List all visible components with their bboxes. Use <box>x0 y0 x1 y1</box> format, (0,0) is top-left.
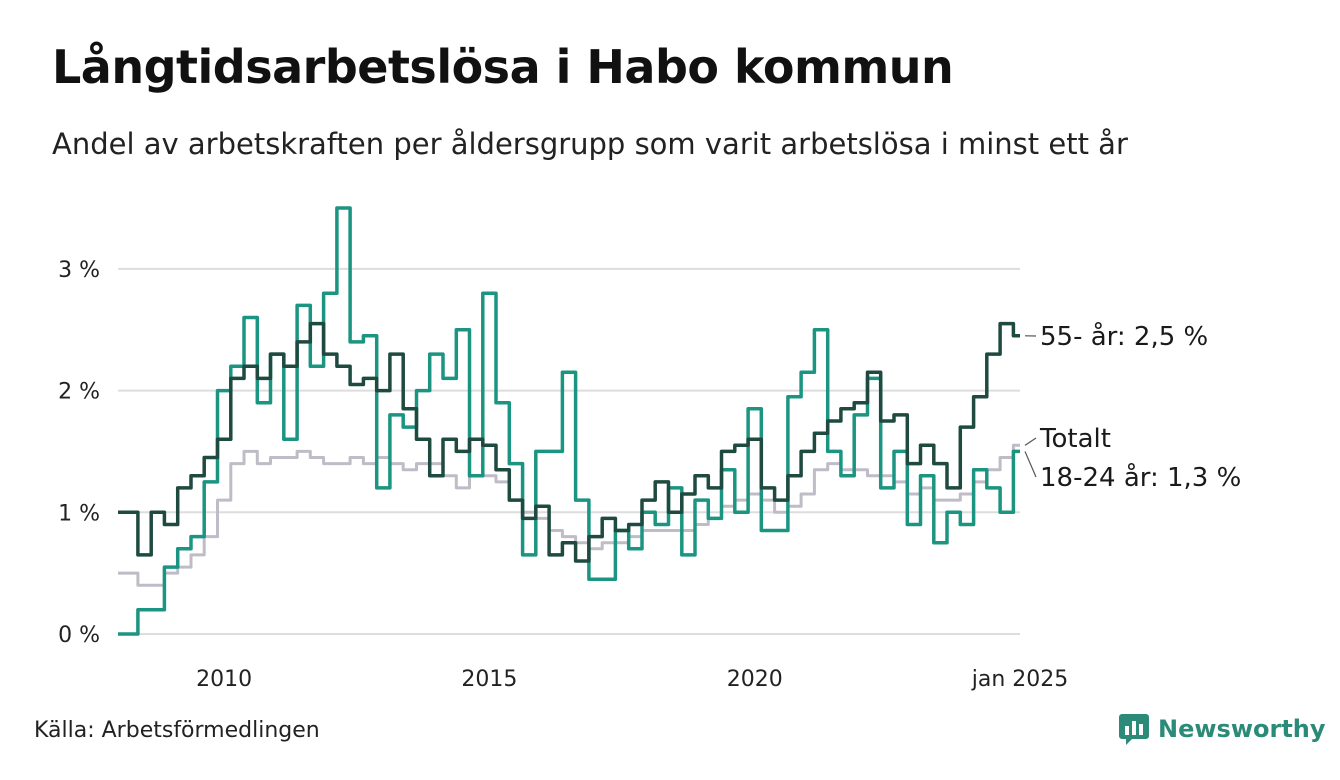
series-line-total <box>118 443 1020 587</box>
y-tick-label: 2 % <box>58 380 100 405</box>
chart-title: Långtidsarbetslösa i Habo kommun <box>52 40 954 94</box>
chart-subtitle: Andel av arbetskraften per åldersgrupp s… <box>52 127 1128 161</box>
x-tick-label: 2010 <box>196 667 252 692</box>
source-note: Källa: Arbetsförmedlingen <box>34 718 320 743</box>
y-tick-label: 1 % <box>58 501 100 526</box>
series-line-older <box>118 321 1020 563</box>
series-end-label: Totalt <box>1039 424 1111 454</box>
end-label-connector <box>1024 451 1037 478</box>
end-label-connector <box>1024 437 1037 446</box>
series-end-label: 55- år: 2,5 % <box>1040 321 1208 352</box>
y-tick-label: 0 % <box>58 623 100 648</box>
y-tick-label: 3 % <box>58 258 100 283</box>
x-tick-label: jan 2025 <box>971 667 1069 692</box>
x-tick-label: 2020 <box>727 667 783 692</box>
series-end-label: 18-24 år: 1,3 % <box>1040 462 1241 493</box>
brand-logo: Newsworthy <box>1118 712 1326 746</box>
x-tick-label: 2015 <box>461 667 517 692</box>
bar-chart-speech-icon <box>1119 714 1149 745</box>
brand-name: Newsworthy <box>1158 715 1326 743</box>
